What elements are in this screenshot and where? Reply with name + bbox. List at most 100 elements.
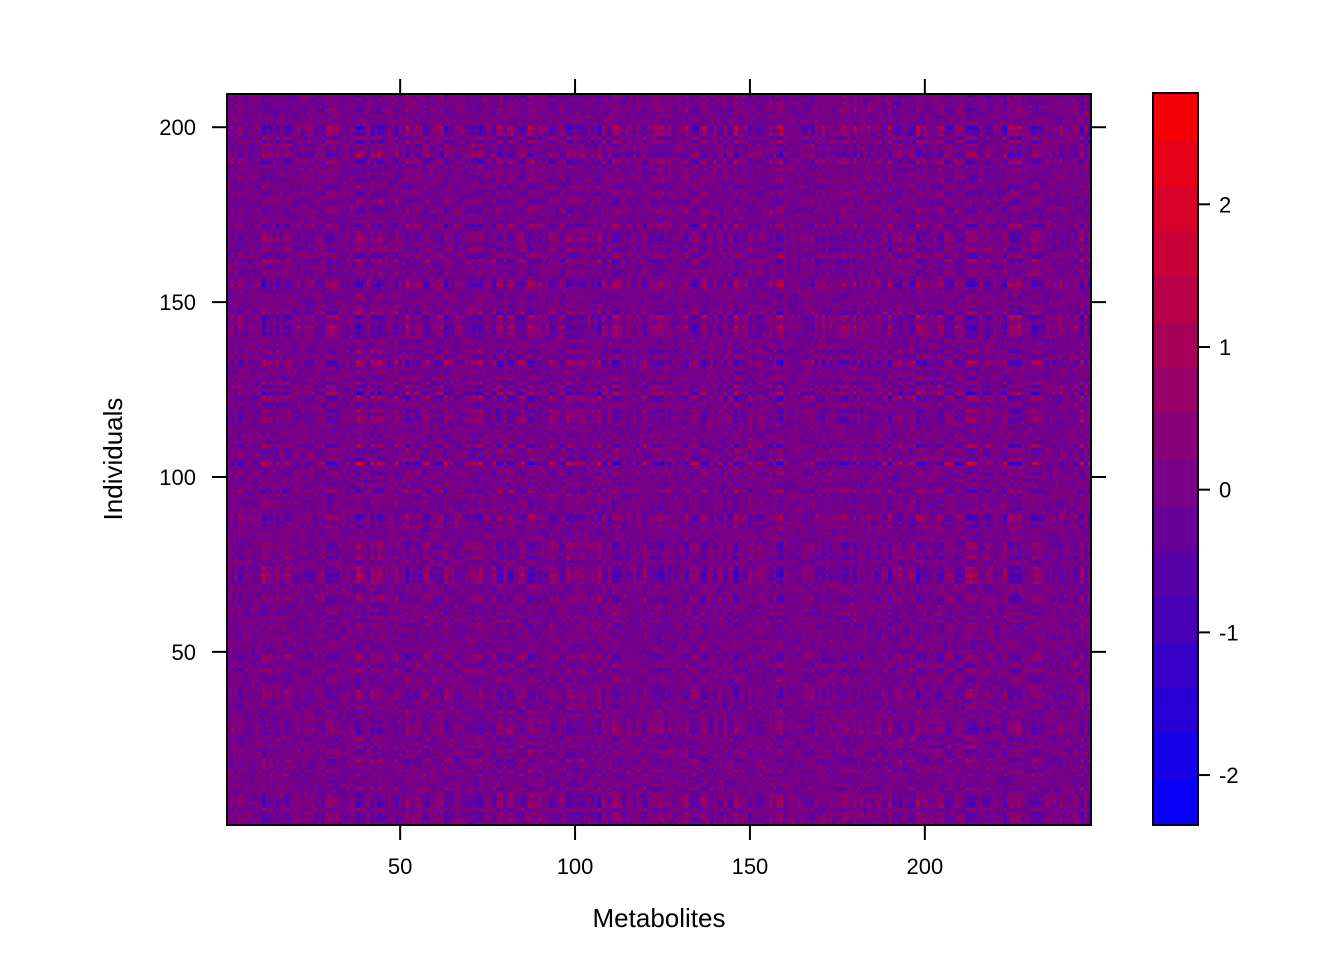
heatmap-cell xyxy=(542,808,546,812)
heatmap-cell xyxy=(549,787,553,791)
heatmap-cell xyxy=(808,769,812,773)
heatmap-cell xyxy=(269,818,273,822)
heatmap-cell xyxy=(514,787,518,791)
heatmap-cell xyxy=(433,787,437,791)
heatmap-cell xyxy=(885,776,889,780)
heatmap-cell xyxy=(790,801,794,805)
heatmap-cell xyxy=(381,762,385,766)
heatmap-cell xyxy=(955,790,959,794)
heatmap-cell xyxy=(580,804,584,808)
heatmap-cell xyxy=(300,818,304,822)
heatmap-cell xyxy=(748,815,752,819)
heatmap-cell xyxy=(521,818,525,822)
heatmap-cell xyxy=(465,797,469,801)
heatmap-cell xyxy=(468,766,472,770)
heatmap-cell xyxy=(850,801,854,805)
heatmap-cell xyxy=(934,808,938,812)
heatmap-cell xyxy=(430,808,434,812)
heatmap-cell xyxy=(727,797,731,801)
heatmap-cell xyxy=(370,773,374,777)
heatmap-cell xyxy=(1063,766,1067,770)
heatmap-cell xyxy=(559,804,563,808)
heatmap-cell xyxy=(1032,804,1036,808)
heatmap-cell xyxy=(664,766,668,770)
heatmap-cell xyxy=(717,790,721,794)
heatmap-cell xyxy=(955,815,959,819)
heatmap-cell xyxy=(318,780,322,784)
heatmap-cell xyxy=(1053,808,1057,812)
heatmap-cell xyxy=(377,797,381,801)
heatmap-cell xyxy=(454,769,458,773)
heatmap-cell xyxy=(591,783,595,787)
heatmap-cell xyxy=(1025,811,1029,815)
heatmap-cell xyxy=(724,804,728,808)
heatmap-cell xyxy=(1035,804,1039,808)
heatmap-cell xyxy=(1025,790,1029,794)
heatmap-cell xyxy=(783,797,787,801)
heatmap-cell xyxy=(857,766,861,770)
heatmap-cell xyxy=(591,773,595,777)
heatmap-cell xyxy=(500,762,504,766)
heatmap-cell xyxy=(426,794,430,798)
heatmap-cell xyxy=(426,776,430,780)
heatmap-cell xyxy=(339,804,343,808)
heatmap-cell xyxy=(570,801,574,805)
heatmap-cell xyxy=(251,811,255,815)
heatmap-cell xyxy=(923,776,927,780)
heatmap-cell xyxy=(790,808,794,812)
heatmap-cell xyxy=(867,773,871,777)
heatmap-cell xyxy=(993,797,997,801)
heatmap-cell xyxy=(314,815,318,819)
heatmap-cell xyxy=(1084,804,1088,808)
heatmap-cell xyxy=(955,801,959,805)
heatmap-cell xyxy=(741,815,745,819)
heatmap-cell xyxy=(248,759,252,763)
heatmap-cell xyxy=(251,815,255,819)
heatmap-cell xyxy=(654,762,658,766)
heatmap-cell xyxy=(311,818,315,822)
heatmap-cell xyxy=(783,811,787,815)
heatmap-cell xyxy=(412,780,416,784)
heatmap-cell xyxy=(328,790,332,794)
heatmap-cell xyxy=(332,766,336,770)
heatmap-cell xyxy=(822,804,826,808)
heatmap-cell xyxy=(314,766,318,770)
heatmap-cell xyxy=(342,773,346,777)
heatmap-cell xyxy=(342,804,346,808)
heatmap-cell xyxy=(1014,797,1018,801)
heatmap-cell xyxy=(766,773,770,777)
heatmap-cell xyxy=(524,794,528,798)
heatmap-cell xyxy=(955,780,959,784)
heatmap-cell xyxy=(955,766,959,770)
heatmap-cell xyxy=(710,794,714,798)
heatmap-cell xyxy=(874,815,878,819)
heatmap-cell xyxy=(773,801,777,805)
heatmap-cell xyxy=(451,811,455,815)
heatmap-cell xyxy=(636,794,640,798)
heatmap-cell xyxy=(598,815,602,819)
heatmap-cell xyxy=(906,794,910,798)
heatmap-cell xyxy=(983,780,987,784)
heatmap-cell xyxy=(325,783,329,787)
heatmap-cell xyxy=(766,787,770,791)
heatmap-cell xyxy=(923,808,927,812)
heatmap-cell xyxy=(1004,804,1008,808)
heatmap-cell xyxy=(1046,794,1050,798)
heatmap-cell xyxy=(864,769,868,773)
heatmap-cell xyxy=(986,776,990,780)
heatmap-cell xyxy=(248,766,252,770)
heatmap-cell xyxy=(797,794,801,798)
heatmap-cell xyxy=(356,811,360,815)
heatmap-cell xyxy=(451,790,455,794)
heatmap-cell xyxy=(783,769,787,773)
heatmap-cell xyxy=(332,769,336,773)
heatmap-cell xyxy=(839,787,843,791)
heatmap-cell xyxy=(699,808,703,812)
heatmap-cell xyxy=(409,797,413,801)
heatmap-cell xyxy=(885,818,889,822)
heatmap-cell xyxy=(451,804,455,808)
heatmap-cell xyxy=(734,794,738,798)
heatmap-cell xyxy=(797,797,801,801)
heatmap-cell xyxy=(566,766,570,770)
heatmap-cell xyxy=(664,773,668,777)
